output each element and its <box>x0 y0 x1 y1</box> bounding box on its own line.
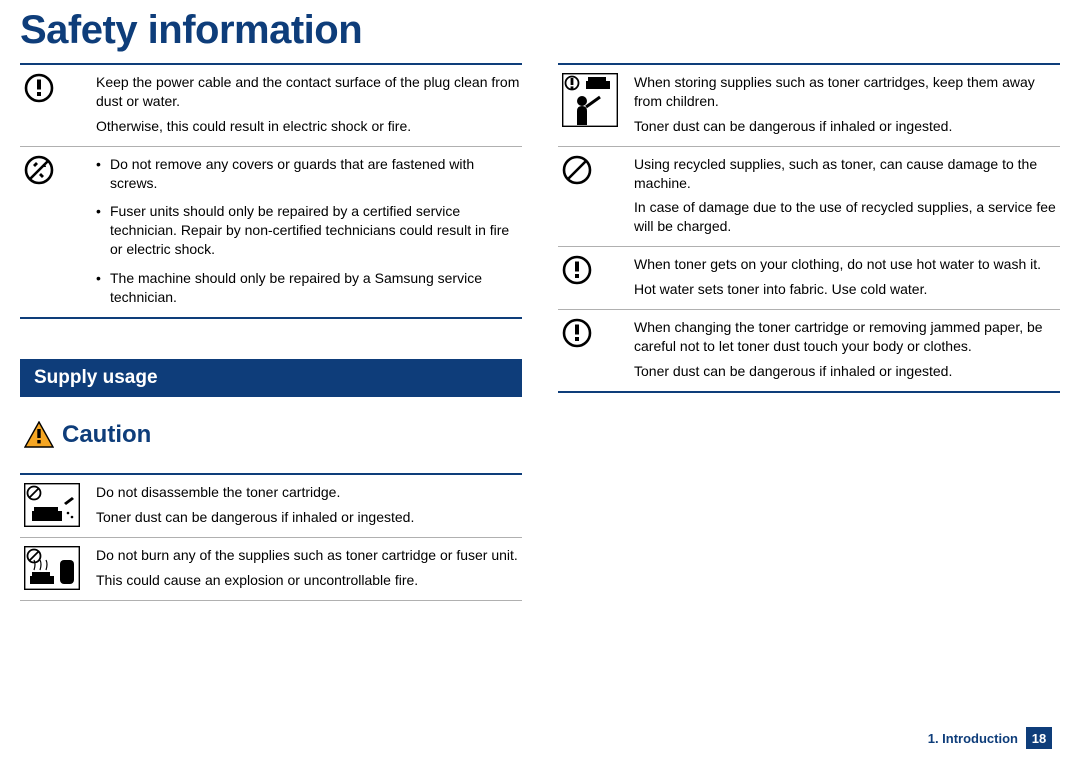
safety-entry: When changing the toner cartridge or rem… <box>558 310 1060 393</box>
left-column: Keep the power cable and the contact sur… <box>20 63 522 601</box>
entry-paragraph: Do not disassemble the toner cartridge. <box>96 483 522 502</box>
alert-icon <box>20 73 96 103</box>
entry-paragraph: Otherwise, this could result in electric… <box>96 117 522 136</box>
entry-paragraph: When storing supplies such as toner cart… <box>634 73 1060 111</box>
page-footer: 1. Introduction 18 <box>928 727 1052 749</box>
entry-paragraph: Using recycled supplies, such as toner, … <box>634 155 1060 193</box>
prohibit-icon <box>558 155 634 185</box>
alert-icon <box>558 255 634 285</box>
footer-page-number: 18 <box>1026 727 1052 749</box>
caution-triangle-icon <box>24 421 54 449</box>
section-heading: Supply usage <box>20 359 522 397</box>
safety-entry: Keep the power cable and the contact sur… <box>20 63 522 147</box>
entry-paragraph: When changing the toner cartridge or rem… <box>634 318 1060 356</box>
caution-label: Caution <box>62 421 151 449</box>
entry-bullet: Fuser units should only be repaired by a… <box>96 202 522 259</box>
safety-entry: When storing supplies such as toner cart… <box>558 63 1060 147</box>
page-title: Safety information <box>0 0 1080 63</box>
safety-entry: When toner gets on your clothing, do not… <box>558 247 1060 310</box>
footer-chapter: 1. Introduction <box>928 731 1018 746</box>
alert-icon <box>558 318 634 348</box>
keep-from-children-icon <box>558 73 634 127</box>
safety-entry: Do not disassemble the toner cartridge. … <box>20 473 522 538</box>
entry-paragraph: When toner gets on your clothing, do not… <box>634 255 1060 274</box>
entry-text: When changing the toner cartridge or rem… <box>634 318 1060 381</box>
no-tools-icon <box>20 155 96 185</box>
entry-bullet: Do not remove any covers or guards that … <box>96 155 522 193</box>
content-columns: Keep the power cable and the contact sur… <box>0 63 1080 601</box>
entry-text: Do not remove any covers or guards that … <box>96 155 522 307</box>
entry-text: When storing supplies such as toner cart… <box>634 73 1060 136</box>
entry-paragraph: Toner dust can be dangerous if inhaled o… <box>634 362 1060 381</box>
entry-text: When toner gets on your clothing, do not… <box>634 255 1060 299</box>
entry-paragraph: Hot water sets toner into fabric. Use co… <box>634 280 1060 299</box>
entry-paragraph: Keep the power cable and the contact sur… <box>96 73 522 111</box>
no-burn-icon <box>20 546 96 590</box>
safety-entry: Using recycled supplies, such as toner, … <box>558 147 1060 248</box>
entry-paragraph: This could cause an explosion or uncontr… <box>96 571 522 590</box>
entry-paragraph: Toner dust can be dangerous if inhaled o… <box>96 508 522 527</box>
entry-text: Using recycled supplies, such as toner, … <box>634 155 1060 237</box>
safety-entry: Do not remove any covers or guards that … <box>20 147 522 319</box>
entry-bullet: The machine should only be repaired by a… <box>96 269 522 307</box>
no-disassemble-cartridge-icon <box>20 483 96 527</box>
caution-heading: Caution <box>24 421 522 449</box>
safety-entry: Do not burn any of the supplies such as … <box>20 538 522 601</box>
entry-text: Keep the power cable and the contact sur… <box>96 73 522 136</box>
entry-paragraph: Toner dust can be dangerous if inhaled o… <box>634 117 1060 136</box>
entry-paragraph: Do not burn any of the supplies such as … <box>96 546 522 565</box>
entry-paragraph: In case of damage due to the use of recy… <box>634 198 1060 236</box>
entry-text: Do not burn any of the supplies such as … <box>96 546 522 590</box>
right-column: When storing supplies such as toner cart… <box>558 63 1060 601</box>
entry-text: Do not disassemble the toner cartridge. … <box>96 483 522 527</box>
